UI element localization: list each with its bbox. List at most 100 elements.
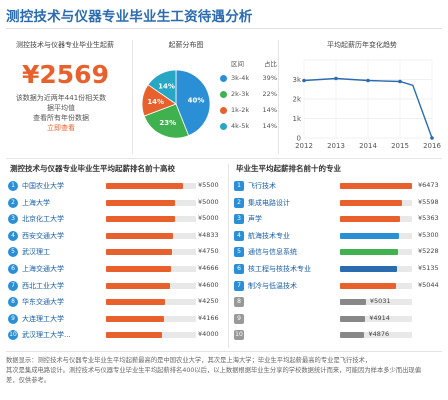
rank-name-link[interactable]: 武汉理工 [22, 248, 50, 257]
rank-bar-fill [340, 315, 366, 322]
rank-bar-track [106, 199, 196, 206]
rank-bar-track [106, 216, 196, 223]
rank-name-link[interactable]: 上海大学 [22, 198, 50, 207]
page-title: 测控技术与仪器专业毕业生工资待遇分析 [6, 9, 253, 25]
rank-name-link[interactable]: 航海技术专业 [248, 231, 290, 240]
rank-bar-track [340, 183, 412, 189]
rank-badge: 6 [234, 264, 244, 274]
pie-slice-2k-3k [143, 103, 190, 139]
rank-bar-fill [106, 315, 164, 322]
rank-name-link[interactable]: 华东交通大学 [22, 298, 64, 307]
rank-bar-track [340, 249, 412, 256]
rank-name-link[interactable]: 大连理工大学 [22, 314, 64, 323]
rank-bar-track [106, 332, 196, 339]
rank-badge: 2 [8, 197, 18, 208]
ranking-row: 6 上海交通大学 [8, 261, 104, 277]
rank-name-link[interactable]: 北京化工大学 [22, 215, 64, 224]
rank-amount: ¥4000 [198, 330, 219, 339]
rank-name-link[interactable]: 西安交通大学 [22, 231, 64, 240]
rank-name-link[interactable]: 武汉理工大学... [22, 331, 71, 340]
ranking-row: 1 中国农业大学 [8, 178, 104, 194]
salary-desc-3: 查看所有年份数据 [33, 114, 89, 122]
rank-name-link[interactable]: 核工程与核技术专业 [248, 265, 311, 273]
salary-trend-panel: 平均起薪历年变化趋势 3k 2k 1k 0 2012 2013 2014 2015 2016 [282, 36, 442, 158]
rank-amount: ¥4666 [198, 264, 219, 272]
view-now-link[interactable]: 立即查看 [47, 124, 75, 132]
y-tick-label: 0 [297, 135, 301, 143]
salary-amount: ¥2569 [22, 60, 109, 89]
section-divider [6, 158, 442, 159]
rank-bar-track [340, 315, 412, 322]
rank-bar-fill [106, 299, 165, 306]
rank-name-link[interactable]: 西北工业大学 [22, 281, 64, 290]
major-ranking-header: 毕业生平均起薪排名前十的专业 [236, 164, 341, 173]
rank-name-link[interactable]: 制冷与低温技术 [248, 281, 297, 290]
rank-name-link[interactable]: 集成电路设计 [248, 198, 290, 207]
rank-bar-track [106, 249, 196, 256]
rank-name-link[interactable]: 声学 [248, 215, 262, 224]
ranking-row: 5 武汉理工 [8, 244, 104, 260]
ranking-row: 7 西北工业大学 [8, 278, 104, 294]
pie-header: 起薪分布图 [168, 41, 204, 49]
rank-badge: 9 [8, 313, 18, 324]
rank-bar-fill [340, 282, 397, 289]
trend-point [334, 76, 338, 81]
rank-bar-fill [340, 199, 402, 206]
legend-pct: 14% [262, 106, 277, 114]
salary-desc-1: 该数据为近两年441份相关数 [15, 94, 107, 102]
salary-distribution-panel: 起薪分布图 40% 23% 14% 14% 区间 占比 3k-4k 39% 2k-3k 22… [136, 36, 277, 158]
rank-bar-fill [340, 232, 400, 239]
legend-pct: 22% [262, 90, 277, 98]
school-ranking-list: 测控技术与仪器专业毕业生平均起薪排名前十高校 1 中国农业大学 ¥5500 2 上海大学… [4, 162, 226, 348]
rank-bar-fill [340, 216, 400, 223]
legend-swatch [220, 90, 227, 98]
ranking-row: 4 西安交通大学 [8, 228, 104, 244]
x-tick-label: 2015 [391, 142, 409, 150]
footer-divider [6, 351, 442, 352]
rank-amount: ¥5228 [418, 247, 439, 256]
x-tick-label: 2016 [423, 142, 441, 150]
rank-badge: 10 [234, 330, 244, 341]
rank-amount: ¥5031 [369, 297, 391, 306]
rank-bar-track [340, 332, 412, 339]
rank-badge: 8 [234, 297, 244, 308]
rank-badge: 7 [8, 280, 18, 291]
rank-bar-track [106, 232, 196, 239]
rank-name-link[interactable]: 飞行技术 [248, 182, 276, 190]
title-divider [6, 28, 442, 29]
legend-pct: 39% [262, 74, 277, 82]
rank-badge: 5 [234, 247, 244, 258]
starting-salary-panel: 测控技术与仪器专业毕业生起薪 ¥2569 该数据为近两年441份相关数 据平均值… [6, 36, 130, 158]
rank-badge: 7 [234, 280, 244, 291]
salary-desc-2: 据平均值 [47, 104, 75, 112]
legend-row: 3k-4k 39% [220, 70, 280, 86]
rank-bar-fill [106, 266, 171, 272]
rank-bar-fill [340, 266, 397, 272]
ranking-row: 6 核工程与核技术专业 [234, 261, 338, 277]
rank-name-link[interactable]: 通信与信息系统 [248, 248, 297, 257]
legend-swatch [220, 74, 227, 82]
rank-bar-track [106, 299, 196, 306]
trend-point [398, 79, 402, 84]
salary-distribution-pie-chart: 40% 23% 14% 14% [141, 69, 211, 139]
rank-bar-track [106, 282, 196, 289]
ranking-row: 5 通信与信息系统 [234, 244, 338, 260]
rank-badge: 9 [234, 313, 244, 324]
rank-name-link[interactable]: 中国农业大学 [22, 182, 64, 190]
y-tick-label: 2k [292, 96, 301, 104]
ranking-row: 2 上海大学 [8, 195, 104, 211]
rank-bar-fill [106, 199, 176, 206]
trend-line [303, 77, 433, 139]
rank-bar-fill [340, 299, 366, 306]
legend-col-pct: 占比 [264, 60, 277, 68]
rank-amount: ¥4600 [198, 280, 219, 289]
divider [228, 164, 229, 348]
pie-slice-label: 14% [147, 98, 164, 106]
pie-slice-3k-4k [175, 69, 211, 137]
legend-row: 1k-2k 14% [220, 102, 280, 118]
rank-badge: 2 [234, 197, 244, 208]
rank-amount: ¥6473 [418, 181, 439, 189]
rank-amount: ¥4250 [198, 297, 219, 306]
rank-name-link[interactable]: 上海交通大学 [22, 265, 64, 273]
